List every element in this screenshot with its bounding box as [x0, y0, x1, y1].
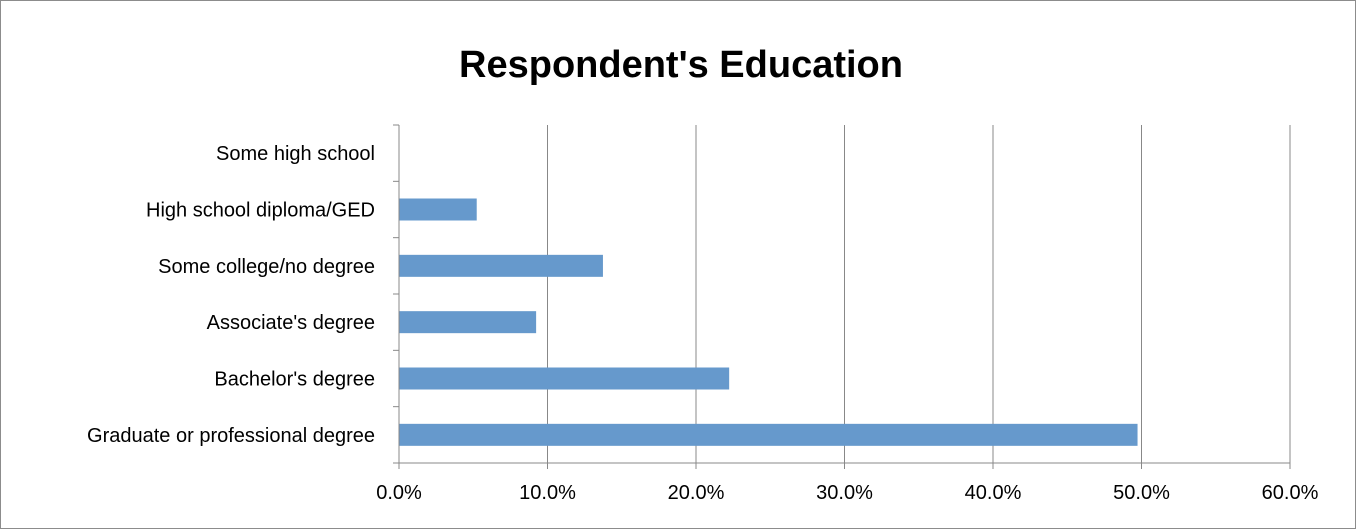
tick-labels: 0.0% 10.0% 20.0% 30.0% 40.0% 50.0% 60.0% [376, 482, 1318, 504]
x-tick-label: 0.0% [376, 482, 422, 504]
x-tick-label: 10.0% [519, 482, 576, 504]
bar [399, 198, 477, 221]
category-labels: Some high school High school diploma/GED S… [87, 143, 375, 447]
x-tick-label: 60.0% [1262, 482, 1319, 504]
gridlines [547, 125, 1291, 463]
bar [399, 311, 537, 334]
bar [399, 423, 1138, 446]
category-label: Associate's degree [207, 312, 375, 334]
bar [399, 254, 603, 277]
bar [399, 367, 730, 390]
category-label: Bachelor's degree [214, 369, 375, 391]
bars [399, 198, 1138, 446]
category-label: Some college/no degree [158, 256, 375, 278]
axes [393, 124, 1291, 469]
category-label: Some high school [216, 143, 375, 165]
x-tick-label: 30.0% [816, 482, 873, 504]
category-label: High school diploma/GED [146, 200, 375, 222]
x-tick-label: 40.0% [965, 482, 1022, 504]
x-tick-label: 50.0% [1113, 482, 1170, 504]
category-label: Graduate or professional degree [87, 425, 375, 447]
x-tick-label: 20.0% [668, 482, 725, 504]
chart-title: Respondent's Education [459, 44, 903, 86]
